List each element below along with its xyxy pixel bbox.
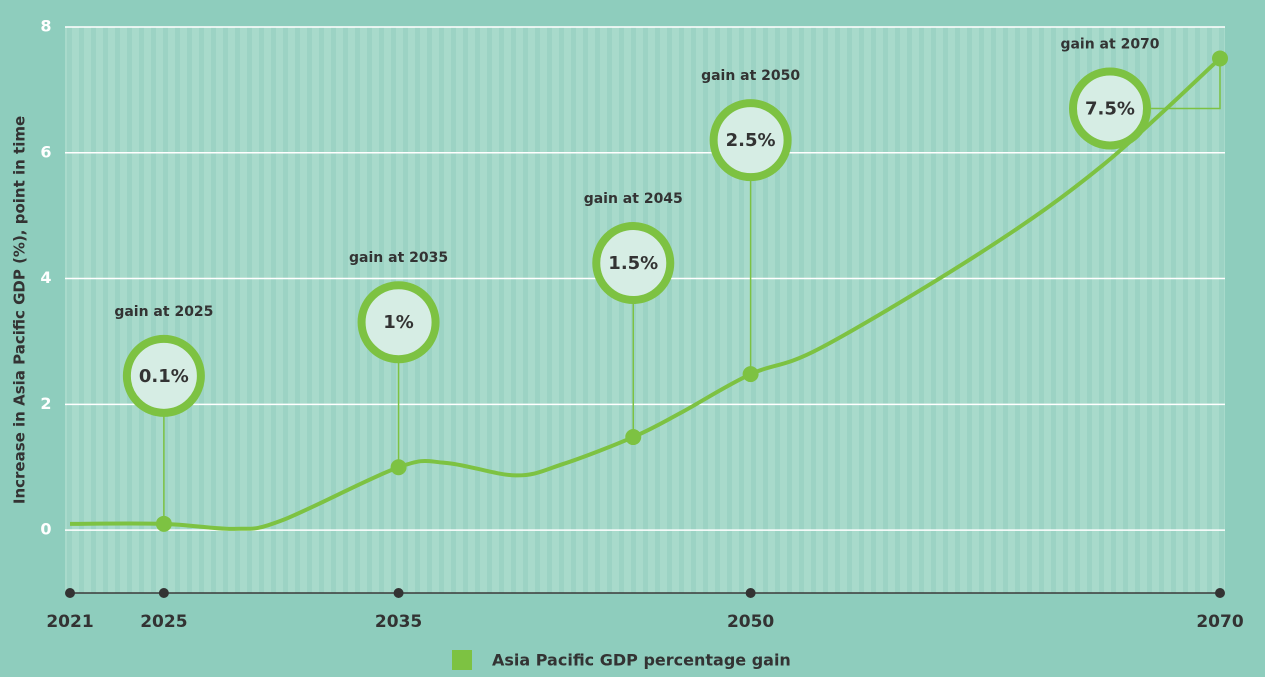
legend-label: Asia Pacific GDP percentage gain [492,651,791,670]
x-tick-label: 2021 [46,612,93,632]
callout [357,281,440,364]
callout-title: gain at 2050 [701,68,800,84]
x-tick-label: 2050 [727,612,774,632]
x-tick [65,588,75,598]
x-tick-label: 2070 [1196,612,1243,632]
point [390,459,407,476]
y-tick-label: 6 [40,142,51,161]
callout-title: gain at 2070 [1060,36,1159,52]
y-axis-label: Increase in Asia Pacific GDP (%), point … [11,116,29,504]
x-tick-label: 2035 [375,612,422,632]
x-tick-label: 2025 [140,612,187,632]
point [625,429,642,446]
callout-value: 1% [383,312,414,333]
callout [1069,67,1151,150]
y-tick-label: 8 [40,17,51,36]
x-tick [158,588,169,598]
y-tick-label: 2 [40,394,51,413]
line [69,56,1222,531]
callout-value: 1.5% [608,253,658,274]
callout-value: 2.5% [726,130,776,151]
point [155,515,172,532]
x-tick [1215,588,1225,598]
connector [1150,58,1221,110]
callout [122,334,205,417]
y-tick-label: 4 [40,268,51,287]
plot-area [65,27,1225,593]
callout-title: gain at 2025 [114,304,213,320]
callout-title: gain at 2035 [349,250,448,266]
callout-value: 7.5% [1085,98,1135,119]
point [1212,50,1228,67]
x-tick [745,588,756,598]
point [742,366,759,383]
callout-value: 0.1% [139,366,189,387]
legend-swatch [452,650,472,670]
y-tick-label: 0 [40,520,51,539]
x-tick [393,588,404,598]
callout [709,99,792,182]
callout [592,222,675,305]
callout-title: gain at 2045 [584,191,683,207]
